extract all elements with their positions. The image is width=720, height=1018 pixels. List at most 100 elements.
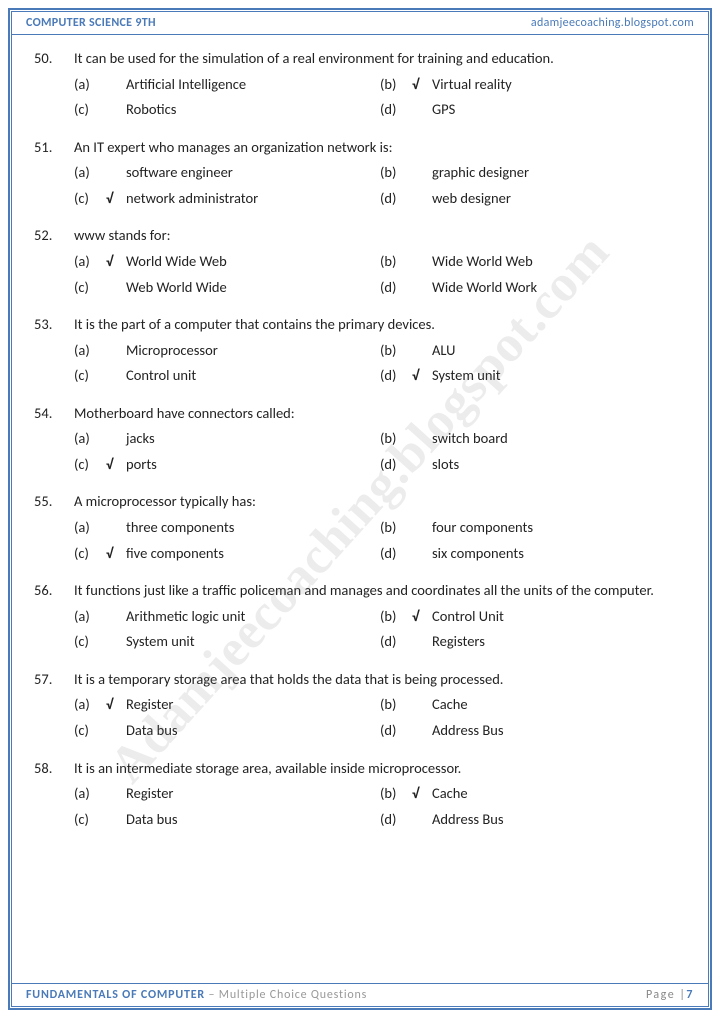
question-row: 50.It can be used for the simulation of … — [34, 49, 686, 69]
option-text: Wide World Work — [432, 278, 686, 298]
option-text: Wide World Web — [432, 252, 686, 272]
check-mark-icon — [106, 721, 126, 741]
option-text: Address Bus — [432, 721, 686, 741]
question: 51.An IT expert who manages an organizat… — [34, 138, 686, 209]
option-label: (d) — [380, 810, 412, 830]
option-text: Registers — [432, 632, 686, 652]
option: (d)√System unit — [380, 366, 686, 386]
check-mark-icon — [106, 607, 126, 627]
header-title: COMPUTER SCIENCE 9TH — [26, 16, 156, 30]
option-row: (c) Control unit(d)√System unit — [74, 366, 686, 386]
option: (a)software engineer — [74, 163, 380, 183]
option-text: jacks — [126, 429, 380, 449]
option: (b)Wide World Web — [380, 252, 686, 272]
option-label: (b) — [380, 75, 412, 95]
footer-page: Page |7 — [646, 988, 694, 1002]
page-inner: COMPUTER SCIENCE 9TH adamjeecoaching.blo… — [11, 11, 709, 1007]
question-number: 51. — [34, 138, 74, 158]
option: (b)switch board — [380, 429, 686, 449]
option-row: (a)Register(b)√Cache — [74, 784, 686, 804]
option: (d)Address Bus — [380, 810, 686, 830]
question: 56.It functions just like a traffic poli… — [34, 581, 686, 652]
option-label: (b) — [380, 695, 412, 715]
option-text: System unit — [432, 366, 686, 386]
option-text: ALU — [432, 341, 686, 361]
check-mark-icon — [106, 163, 126, 183]
option-label: (d) — [380, 544, 412, 564]
option-label: (b) — [380, 163, 412, 183]
footer-subtitle: – Multiple Choice Questions — [205, 988, 367, 1002]
option: (d) six components — [380, 544, 686, 564]
option-label: (d) — [380, 100, 412, 120]
option: (b)four components — [380, 518, 686, 538]
option-label: (b) — [380, 607, 412, 627]
option-label: (a) — [74, 429, 106, 449]
question-row: 58.It is an intermediate storage area, a… — [34, 759, 686, 779]
option: (c)√ports — [74, 455, 380, 475]
option-label: (c) — [74, 632, 106, 652]
check-mark-icon — [106, 429, 126, 449]
question-number: 55. — [34, 492, 74, 512]
question-number: 56. — [34, 581, 74, 601]
question: 52.www stands for:(a)√World Wide Web(b)W… — [34, 226, 686, 297]
check-mark-icon — [412, 721, 432, 741]
header-url: adamjeecoaching.blogspot.com — [531, 16, 694, 30]
footer-title: FUNDAMENTALS OF COMPUTER – Multiple Choi… — [26, 988, 367, 1002]
option: (d)slots — [380, 455, 686, 475]
question-text: It can be used for the simulation of a r… — [74, 49, 686, 69]
question-text: It functions just like a traffic policem… — [74, 581, 686, 601]
option-label: (c) — [74, 366, 106, 386]
footer-bar: FUNDAMENTALS OF COMPUTER – Multiple Choi… — [12, 983, 708, 1006]
option: (c)√network administrator — [74, 189, 380, 209]
question-number: 57. — [34, 670, 74, 690]
option-text: network administrator — [126, 189, 380, 209]
option-row: (c)√ports(d)slots — [74, 455, 686, 475]
question-number: 52. — [34, 226, 74, 246]
option: (a) Microprocessor — [74, 341, 380, 361]
option-text: Data bus — [126, 721, 380, 741]
option: (c)Data bus — [74, 721, 380, 741]
option: (b)√Control Unit — [380, 607, 686, 627]
question-row: 54.Motherboard have connectors called: — [34, 404, 686, 424]
option: (a) jacks — [74, 429, 380, 449]
option: (d)Wide World Work — [380, 278, 686, 298]
question-row: 55.A microprocessor typically has: — [34, 492, 686, 512]
option-text: Microprocessor — [126, 341, 380, 361]
option-row: (c)Web World Wide(d)Wide World Work — [74, 278, 686, 298]
check-mark-icon — [412, 695, 432, 715]
option-text: six components — [432, 544, 686, 564]
option: (a)√World Wide Web — [74, 252, 380, 272]
option-text: Cache — [432, 784, 686, 804]
option-text: System unit — [126, 632, 380, 652]
check-mark-icon — [106, 518, 126, 538]
option-text: GPS — [432, 100, 686, 120]
option-label: (a) — [74, 695, 106, 715]
option-text: Register — [126, 784, 380, 804]
option-label: (a) — [74, 341, 106, 361]
check-mark-icon — [106, 810, 126, 830]
content-area: Adamjeecoaching.blogspot.com 50.It can b… — [12, 35, 708, 983]
option-text: graphic designer — [432, 163, 686, 183]
option-text: Web World Wide — [126, 278, 380, 298]
option: (a)Arithmetic logic unit — [74, 607, 380, 627]
check-mark-icon — [106, 100, 126, 120]
option-text: three components — [126, 518, 380, 538]
question-number: 54. — [34, 404, 74, 424]
option-label: (d) — [380, 455, 412, 475]
check-mark-icon — [106, 632, 126, 652]
option-label: (d) — [380, 189, 412, 209]
check-mark-icon — [412, 429, 432, 449]
check-mark-icon — [106, 75, 126, 95]
option: (c)Data bus — [74, 810, 380, 830]
option-label: (c) — [74, 455, 106, 475]
option: (c)Robotics — [74, 100, 380, 120]
option: (c) System unit — [74, 632, 380, 652]
option-text: Data bus — [126, 810, 380, 830]
page-frame: COMPUTER SCIENCE 9TH adamjeecoaching.blo… — [8, 8, 712, 1010]
option-row: (a)Artificial Intelligence(b)√Virtual re… — [74, 75, 686, 95]
option-text: Control unit — [126, 366, 380, 386]
option: (d)web designer — [380, 189, 686, 209]
option-label: (d) — [380, 632, 412, 652]
check-mark-icon — [106, 784, 126, 804]
option-row: (c)√five components(d)six components — [74, 544, 686, 564]
